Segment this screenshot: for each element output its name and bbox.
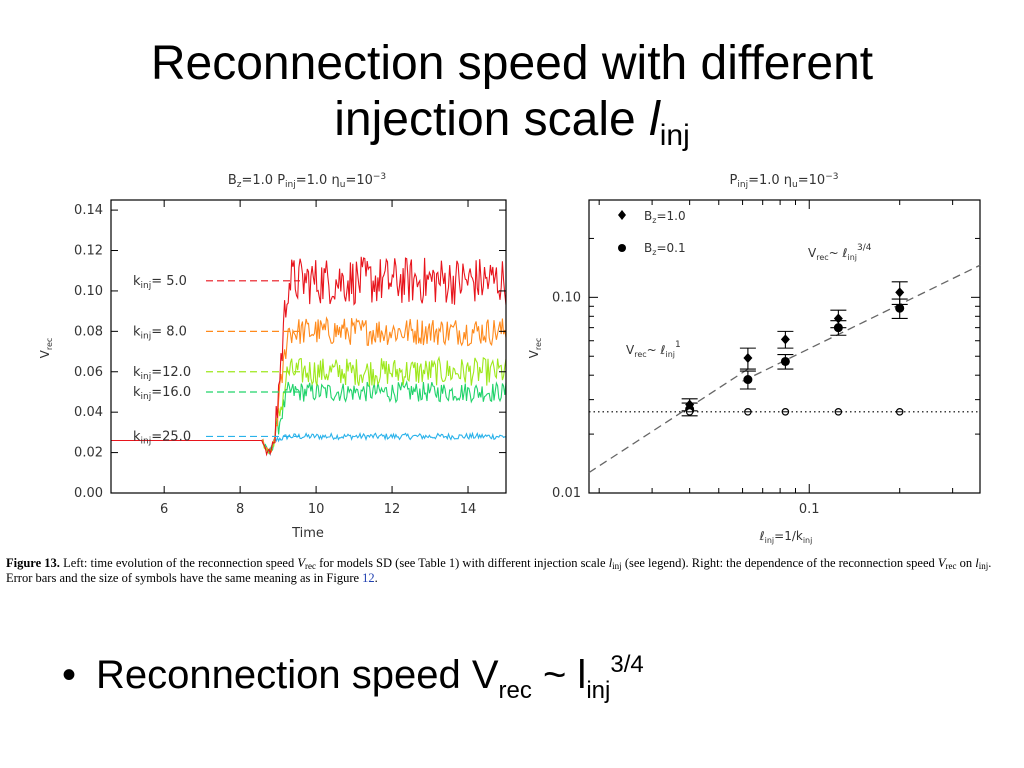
left-ytick-label: 0.14 bbox=[74, 203, 103, 218]
right-xlabel: ℓinj=1/kinj bbox=[759, 529, 813, 545]
slide-title-line2-text: injection scale bbox=[334, 93, 650, 146]
legend-circle-marker bbox=[618, 244, 626, 252]
left-ytick-label: 0.08 bbox=[74, 324, 103, 339]
series-label: kinj=12.0 bbox=[133, 365, 191, 382]
bullet-item: • Reconnection speed Vrec ~ linj3/4 bbox=[62, 650, 644, 703]
caption-part5: . Error bars and the size of symbols hav… bbox=[6, 556, 992, 585]
left-curves bbox=[111, 256, 507, 457]
circle-point bbox=[743, 375, 753, 385]
fit-label-34: Vrec~ ℓinj3/4 bbox=[808, 243, 872, 262]
slide-title-var: l bbox=[649, 93, 660, 146]
left-ytick-label: 0.06 bbox=[74, 365, 103, 380]
fit-label-1: Vrec~ ℓinj1 bbox=[626, 340, 681, 359]
left-plot-frame bbox=[110, 199, 507, 494]
left-xtick-label: 12 bbox=[384, 502, 401, 517]
right-ylabel: Vrec bbox=[527, 338, 543, 359]
left-title: Bz=1.0 Pinj=1.0 ηu=10−3 bbox=[228, 172, 386, 190]
left-ytick-label: 0.12 bbox=[74, 244, 103, 259]
slide-title-line1: Reconnection speed with different bbox=[150, 37, 874, 90]
right-ytick-label: 0.01 bbox=[552, 486, 581, 501]
caption-figure-link[interactable]: 12 bbox=[362, 571, 375, 585]
slide-title-sub: inj bbox=[659, 119, 690, 152]
caption-lsub: inj bbox=[612, 561, 622, 571]
legend-bz10: Bz=1.0 bbox=[644, 209, 686, 225]
left-xtick-label: 8 bbox=[236, 502, 244, 517]
series-line bbox=[111, 256, 507, 457]
fit-line bbox=[588, 368, 749, 474]
caption-v2: V bbox=[937, 556, 946, 570]
left-xtick-label: 6 bbox=[160, 502, 168, 517]
caption-vsub: rec bbox=[305, 561, 316, 571]
right-ticks: 0.1 0.01 0.10 bbox=[552, 200, 980, 517]
right-plot-frame bbox=[588, 199, 981, 494]
left-xlabel: Time bbox=[291, 526, 324, 541]
bullet-text: Reconnection speed V bbox=[96, 653, 499, 697]
right-points bbox=[681, 281, 908, 417]
caption-part6: . bbox=[374, 571, 378, 585]
left-ytick-label: 0.02 bbox=[74, 446, 103, 461]
left-ytick-label: 0.00 bbox=[74, 486, 103, 501]
slide-title-line2: injection scale linj bbox=[0, 92, 1024, 151]
right-title: Pinj=1.0 ηu=10−3 bbox=[730, 172, 839, 190]
caption-l: l bbox=[608, 556, 613, 570]
right-ytick-label: 0.10 bbox=[552, 290, 581, 305]
series-label: kinj=16.0 bbox=[133, 385, 191, 402]
caption-l2: l bbox=[975, 556, 979, 570]
caption-lsub2: inj bbox=[978, 561, 989, 571]
caption-v: V bbox=[297, 556, 305, 570]
left-guides: kinj=25.0 kinj=16.0 kinj=12.0 kinj= 8.0 kinj… bbox=[133, 274, 300, 446]
bullet-sub1: rec bbox=[498, 677, 532, 704]
circle-point bbox=[895, 303, 905, 313]
left-ytick-label: 0.04 bbox=[74, 405, 103, 420]
left-xtick-label: 14 bbox=[460, 502, 477, 517]
right-xtick-label: 0.1 bbox=[799, 502, 820, 517]
diamond-point bbox=[780, 334, 790, 345]
bullet-dot: • bbox=[62, 653, 77, 697]
bullet-sub2: inj bbox=[586, 677, 611, 704]
left-ticks: 6 8 10 12 14 0.00 0.02 0.04 0.06 0.08 0.10 0.12 0.14 bbox=[74, 200, 506, 517]
legend-bz01: Bz=0.1 bbox=[644, 241, 686, 257]
bullet-sup: 3/4 bbox=[610, 651, 644, 678]
series-label: kinj= 5.0 bbox=[133, 274, 187, 291]
caption-part1: Left: time evolution of the reconnection… bbox=[59, 556, 298, 570]
left-panel: Bz=1.0 Pinj=1.0 ηu=10−3 kinj=25.0 kinj=16… bbox=[38, 172, 507, 541]
diamond-point bbox=[743, 352, 753, 363]
figure: Bz=1.0 Pinj=1.0 ηu=10−3 kinj=25.0 kinj=16… bbox=[38, 172, 981, 545]
diamond-point bbox=[895, 287, 905, 298]
left-ytick-label: 0.10 bbox=[74, 284, 103, 299]
bullet-mid: ~ l bbox=[531, 653, 587, 697]
left-xtick-label: 10 bbox=[308, 502, 325, 517]
circle-point bbox=[780, 356, 790, 366]
left-ylabel: Vrec bbox=[38, 338, 54, 359]
caption-label: Figure 13. bbox=[6, 556, 60, 570]
caption-part2: for models SD (see Table 1) with differe… bbox=[316, 556, 609, 570]
legend-diamond-marker bbox=[618, 210, 626, 220]
caption-part4: on bbox=[956, 556, 976, 570]
slide-title: Reconnection speed with different inject… bbox=[0, 36, 1024, 151]
right-legend: Bz=1.0 Bz=0.1 bbox=[618, 209, 686, 257]
series-label: kinj= 8.0 bbox=[133, 324, 187, 341]
circle-point bbox=[833, 323, 843, 333]
right-panel: Pinj=1.0 ηu=10−3 0.1 0.01 0.10 Bz=1.0 Bz=0… bbox=[527, 172, 981, 545]
caption-part3: (see legend). Right: the dependence of t… bbox=[621, 556, 938, 570]
series-label: kinj=25.0 bbox=[133, 429, 191, 446]
figure-caption: Figure 13. Left: time evolution of the r… bbox=[6, 556, 1018, 586]
fit-line bbox=[742, 264, 981, 382]
caption-vsub2: rec bbox=[945, 561, 957, 571]
